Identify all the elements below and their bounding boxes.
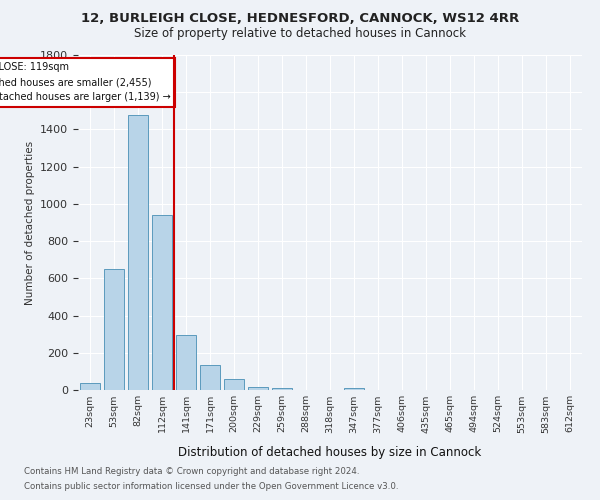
Bar bbox=[176, 335, 196, 390]
Text: 12, BURLEIGH CLOSE, HEDNESFORD, CANNOCK, WS12 4RR: 12, BURLEIGH CLOSE, HEDNESFORD, CANNOCK,… bbox=[81, 12, 519, 26]
X-axis label: Distribution of detached houses by size in Cannock: Distribution of detached houses by size … bbox=[178, 446, 482, 460]
Text: Contains HM Land Registry data © Crown copyright and database right 2024.: Contains HM Land Registry data © Crown c… bbox=[24, 467, 359, 476]
Text: 12 BURLEIGH CLOSE: 119sqm
← 68% of detached houses are smaller (2,455)
32% of se: 12 BURLEIGH CLOSE: 119sqm ← 68% of detac… bbox=[0, 62, 170, 102]
Bar bbox=[248, 386, 268, 390]
Bar bbox=[224, 379, 244, 390]
Bar bbox=[152, 215, 172, 390]
Bar bbox=[128, 114, 148, 390]
Text: Contains public sector information licensed under the Open Government Licence v3: Contains public sector information licen… bbox=[24, 482, 398, 491]
Bar bbox=[80, 382, 100, 390]
Bar bbox=[104, 269, 124, 390]
Bar bbox=[344, 388, 364, 390]
Y-axis label: Number of detached properties: Number of detached properties bbox=[25, 140, 35, 304]
Bar bbox=[200, 365, 220, 390]
Text: Size of property relative to detached houses in Cannock: Size of property relative to detached ho… bbox=[134, 28, 466, 40]
Bar bbox=[272, 388, 292, 390]
